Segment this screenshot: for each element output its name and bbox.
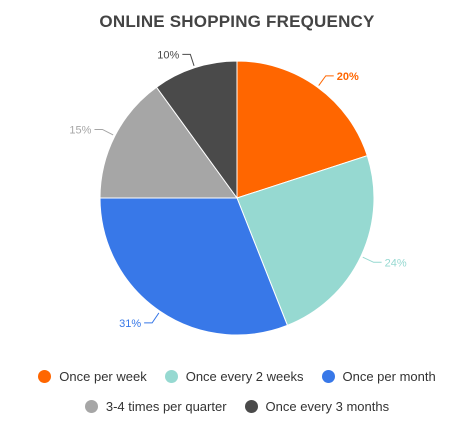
legend-label-once-per-month: Once per month xyxy=(342,369,436,384)
legend-swatch-once-every-2-weeks xyxy=(164,370,178,383)
slice-label-once-every-3-months: 10% xyxy=(157,49,179,61)
legend-row-1: Once per week Once every 2 weeks Once per … xyxy=(0,369,474,384)
pie-slice-once-every-3-months xyxy=(155,60,238,200)
chart-title: ONLINE SHOPPING FREQUENCY xyxy=(99,12,375,31)
pie-slice-once-every-2-weeks xyxy=(236,155,375,327)
slice-labels: 20% 24% 31% 15% 10% xyxy=(69,49,406,329)
legend-item-once-per-week: Once per week xyxy=(38,369,147,384)
legend-item-once-per-month: Once per month xyxy=(321,369,436,384)
leader-line-3-4-times-per-quarter xyxy=(94,128,114,136)
legend-swatch-once-per-month xyxy=(321,370,335,383)
pie-slice-once-per-month xyxy=(99,197,289,336)
legend-swatch-once-per-week xyxy=(38,370,52,383)
pie-slice-once-per-week xyxy=(236,60,368,199)
leader-line-once-per-week xyxy=(318,75,334,86)
slice-label-once-per-week: 20% xyxy=(337,71,359,83)
legend-label-3-4-times-per-quarter: 3-4 times per quarter xyxy=(105,399,227,414)
legend-item-once-every-2-weeks: Once every 2 weeks xyxy=(164,369,304,384)
legend-swatch-once-every-3-months xyxy=(244,400,258,413)
legend-row-2: 3-4 times per quarter Once every 3 months xyxy=(0,399,474,414)
slice-label-once-per-month: 31% xyxy=(119,318,141,330)
leader-line-once-every-2-weeks xyxy=(362,256,382,263)
legend-item-3-4-times-per-quarter: 3-4 times per quarter xyxy=(84,399,227,414)
pie-slices xyxy=(99,60,375,336)
slice-label-3-4-times-per-quarter: 15% xyxy=(69,124,91,136)
leader-line-once-per-month xyxy=(144,312,160,324)
slice-label-once-every-2-weeks: 24% xyxy=(385,257,407,269)
leader-lines xyxy=(94,53,382,324)
legend-label-once-every-3-months: Once every 3 months xyxy=(265,399,390,414)
legend-label-once-per-week: Once per week xyxy=(59,369,147,384)
legend-swatch-3-4-times-per-quarter xyxy=(84,400,98,413)
leader-line-once-every-3-months xyxy=(182,53,195,66)
legend-label-once-every-2-weeks: Once every 2 weeks xyxy=(185,369,304,384)
pie-slice-3-4-times-per-quarter xyxy=(99,86,238,199)
legend-item-once-every-3-months: Once every 3 months xyxy=(244,399,390,414)
